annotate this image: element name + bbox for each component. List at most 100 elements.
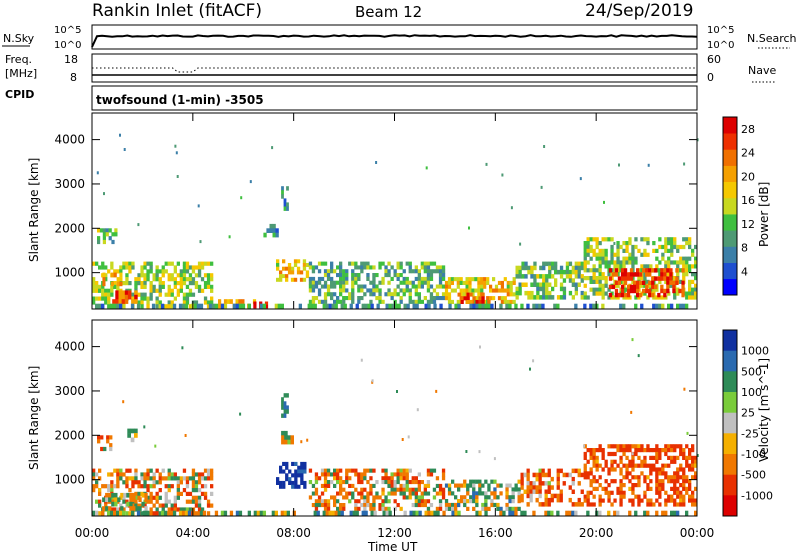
echo-cell — [339, 299, 343, 304]
echo-cell — [131, 296, 135, 301]
echo-cell — [116, 281, 120, 287]
echo-cell — [111, 492, 115, 498]
echo-cell — [308, 280, 313, 285]
echo-cell — [559, 497, 563, 503]
echo-cell — [616, 510, 620, 517]
echo-cell — [547, 468, 551, 474]
echo-cell — [492, 277, 496, 282]
echo-cell — [527, 269, 531, 275]
echo-cell — [122, 480, 126, 485]
echo-cell — [197, 476, 202, 481]
echo-cell — [114, 232, 118, 237]
echo-cell — [611, 284, 616, 290]
echo-cell — [286, 393, 289, 398]
echo-cell — [592, 486, 596, 491]
echo-cell — [661, 303, 665, 310]
echo-cell — [490, 499, 494, 504]
echo-cell — [348, 491, 352, 496]
echo-cell — [583, 295, 587, 300]
echo-cell — [276, 259, 280, 264]
echo-cell — [688, 241, 692, 246]
echo-cell — [694, 295, 698, 300]
echo-cell — [103, 192, 105, 196]
echo-cell — [390, 296, 394, 301]
echo-cell — [542, 282, 546, 287]
echo-cell — [355, 510, 359, 517]
echo-cell — [607, 237, 611, 242]
echo-cell — [447, 292, 452, 297]
echo-cell — [484, 495, 488, 500]
echo-cell — [194, 265, 199, 270]
echo-cell — [438, 284, 443, 289]
echo-cell — [294, 469, 298, 474]
echo-cell — [369, 292, 373, 297]
echo-cell — [143, 292, 147, 297]
echo-cell — [247, 510, 251, 517]
echo-cell — [595, 455, 599, 460]
echo-cell — [108, 236, 112, 241]
echo-cell — [146, 488, 150, 493]
echo-cell — [515, 274, 519, 279]
echo-cell — [336, 506, 340, 511]
echo-cell — [691, 490, 695, 495]
echo-cell — [426, 480, 431, 485]
echo-cell — [194, 495, 199, 500]
echo-cell — [672, 284, 676, 290]
echo-cell — [616, 283, 620, 288]
echo-cell — [125, 468, 129, 473]
echo-cell — [360, 480, 364, 485]
echo-cell — [191, 484, 196, 489]
echo-cell — [285, 274, 289, 279]
echo-cell — [363, 495, 367, 500]
echo-cell — [137, 223, 140, 227]
echo-cell — [210, 503, 214, 508]
echo-cell — [435, 506, 440, 511]
echo-cell — [105, 506, 109, 511]
echo-cell — [276, 266, 280, 271]
echo-cell — [194, 273, 199, 278]
echo-cell — [134, 491, 138, 496]
echo-cell — [696, 138, 699, 142]
echo-cell — [500, 284, 504, 289]
echo-cell — [119, 495, 123, 500]
echo-cell — [694, 283, 698, 288]
echo-cell — [235, 299, 239, 304]
echo-cell — [92, 288, 96, 293]
echo-cell — [448, 303, 452, 310]
echo-cell — [526, 485, 530, 490]
echo-cell — [628, 510, 632, 517]
echo-cell — [655, 475, 659, 480]
echo-cell — [451, 479, 455, 484]
echo-cell — [381, 261, 385, 266]
echo-cell — [682, 276, 686, 281]
echo-cell — [509, 292, 513, 297]
echo-cell — [146, 495, 150, 500]
echo-cell — [441, 491, 446, 496]
echo-cell — [149, 507, 153, 512]
echo-cell — [667, 494, 671, 499]
echo-cell — [694, 256, 698, 261]
echo-cell — [598, 268, 602, 273]
echo-cell — [95, 288, 99, 293]
echo-cell — [399, 288, 403, 293]
echo-cell — [613, 260, 617, 265]
echo-cell — [441, 265, 446, 270]
echo-cell — [164, 499, 168, 504]
echo-cell — [381, 480, 385, 485]
echo-cell — [375, 480, 379, 485]
echo-cell — [423, 276, 427, 281]
echo-cell — [472, 495, 476, 500]
echo-cell — [107, 484, 111, 489]
echo-cell — [158, 503, 162, 508]
echo-cell — [685, 264, 689, 269]
echo-cell — [426, 468, 431, 473]
echo-cell — [95, 281, 99, 286]
echo-cell — [679, 279, 683, 284]
echo-cell — [128, 269, 132, 274]
echo-cell — [92, 296, 96, 301]
echo-cell — [629, 276, 634, 281]
echo-cell — [116, 468, 120, 473]
echo-cell — [351, 261, 355, 266]
echo-cell — [423, 261, 427, 266]
